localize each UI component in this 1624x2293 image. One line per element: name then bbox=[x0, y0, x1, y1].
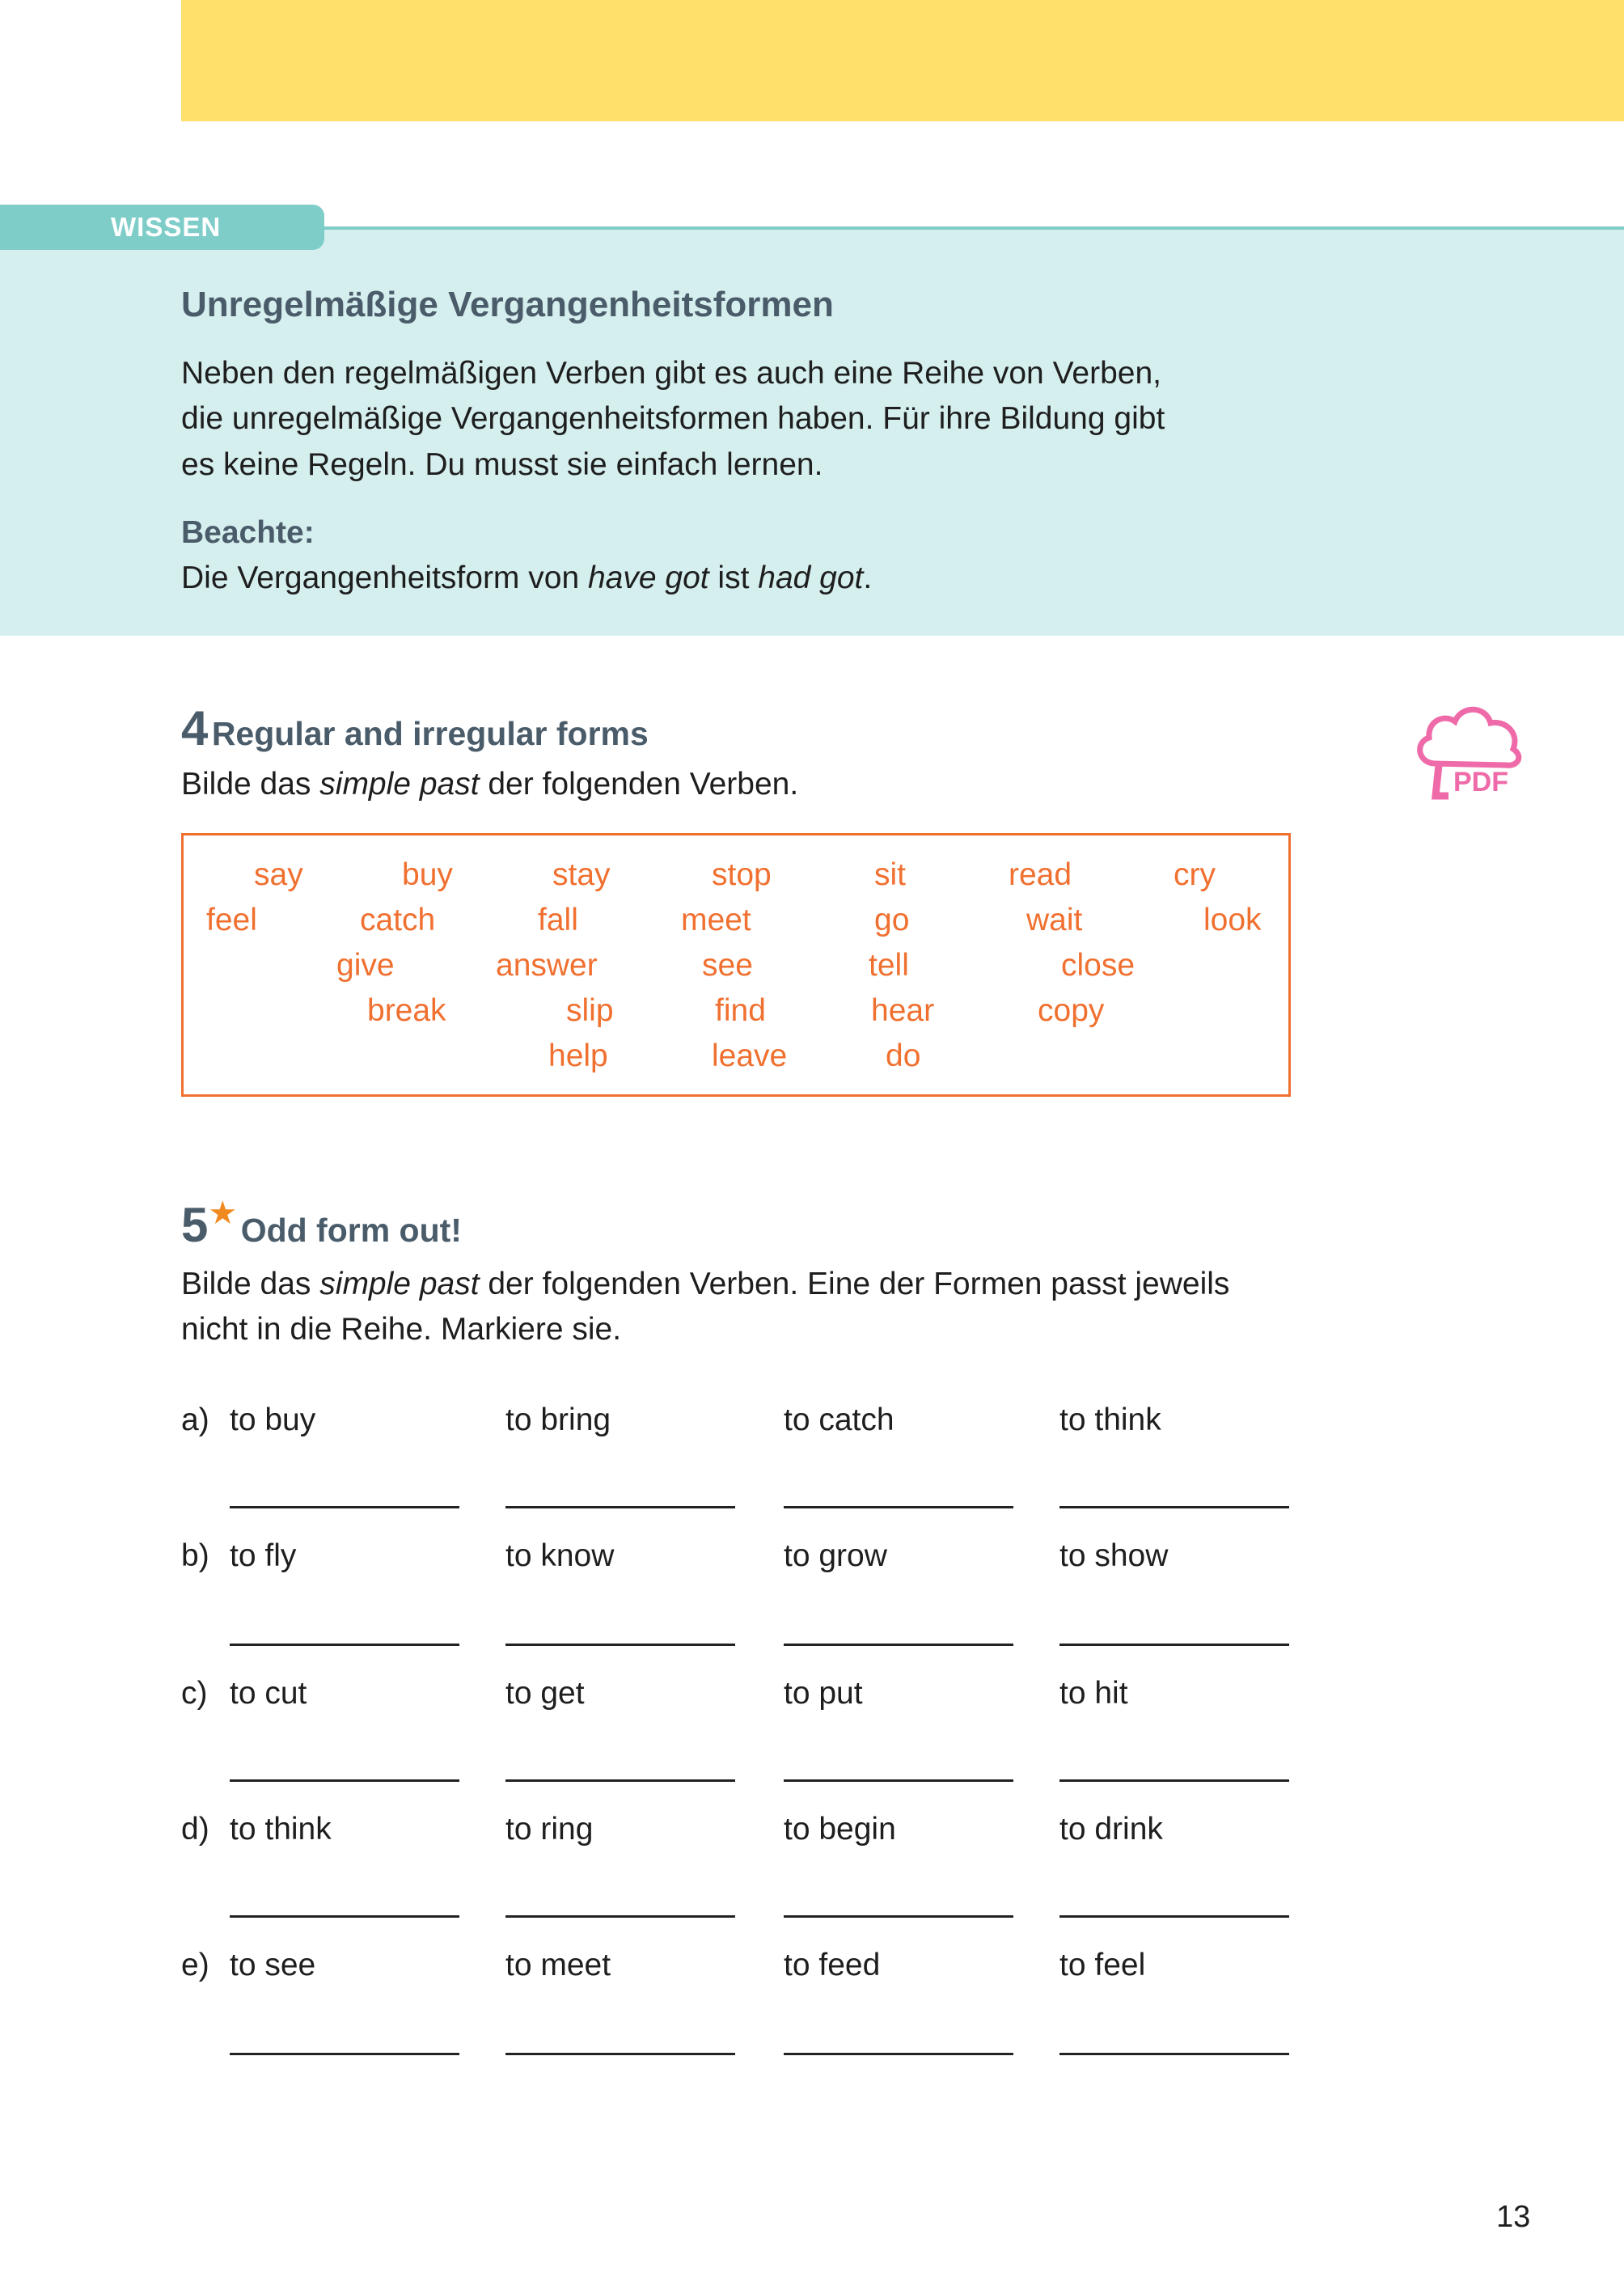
row-label: e) bbox=[181, 1948, 209, 1982]
pdf-cloud-icon[interactable]: PDF bbox=[1411, 700, 1529, 802]
answer-line[interactable] bbox=[505, 1506, 735, 1508]
answer-line[interactable] bbox=[1059, 2053, 1289, 2055]
exercise-5-instruction-line2: nicht in die Reihe. Markiere sie. bbox=[181, 1312, 622, 1347]
verb-word: stay bbox=[552, 857, 611, 892]
verb-item: to bring bbox=[505, 1402, 611, 1437]
answer-line[interactable] bbox=[784, 1915, 1013, 1918]
answer-line[interactable] bbox=[1059, 1779, 1289, 1782]
answer-line[interactable] bbox=[1059, 1915, 1289, 1918]
verb-item: to feed bbox=[784, 1948, 881, 1982]
verb-word: catch bbox=[360, 903, 436, 937]
verb-item: to think bbox=[230, 1812, 332, 1847]
verb-word: cry bbox=[1174, 857, 1216, 892]
verb-word: fall bbox=[538, 903, 578, 937]
answer-line[interactable] bbox=[230, 2053, 459, 2055]
verb-word: meet bbox=[681, 903, 751, 937]
verb-word: tell bbox=[869, 948, 909, 983]
note-label: Beachte: bbox=[181, 515, 315, 550]
verb-word: wait bbox=[1026, 903, 1083, 937]
wissen-paragraph-line: Neben den regelmäßigen Verben gibt es au… bbox=[181, 356, 1162, 391]
answer-line[interactable] bbox=[784, 1779, 1013, 1782]
answer-line[interactable] bbox=[784, 1506, 1013, 1508]
verb-item: to see bbox=[230, 1948, 316, 1982]
verb-item: to grow bbox=[784, 1538, 887, 1573]
answer-line[interactable] bbox=[505, 2053, 735, 2055]
verb-word: slip bbox=[566, 993, 614, 1028]
wissen-paragraph-line: die unregelmäßige Vergangenheitsformen h… bbox=[181, 401, 1165, 436]
header-color-bar bbox=[181, 0, 1624, 121]
verb-item: to cut bbox=[230, 1676, 307, 1711]
answer-line[interactable] bbox=[505, 1779, 735, 1782]
verb-item: to show bbox=[1059, 1538, 1169, 1573]
answer-line[interactable] bbox=[505, 1644, 735, 1646]
pdf-label: PDF bbox=[1453, 767, 1508, 797]
verb-word: look bbox=[1203, 903, 1262, 937]
verb-item: to fly bbox=[230, 1538, 297, 1573]
verb-word: give bbox=[336, 948, 395, 983]
verb-word: help bbox=[548, 1039, 608, 1073]
exercise-5-instruction: Bilde das simple past der folgenden Verb… bbox=[181, 1267, 1230, 1301]
verb-box bbox=[181, 833, 1291, 1097]
page-number: 13 bbox=[1496, 2200, 1531, 2234]
verb-word: leave bbox=[712, 1039, 788, 1073]
answer-line[interactable] bbox=[1059, 1644, 1289, 1646]
verb-word: copy bbox=[1038, 993, 1105, 1028]
wissen-paragraph-line: es keine Regeln. Du musst sie einfach le… bbox=[181, 447, 823, 482]
answer-line[interactable] bbox=[1059, 1506, 1289, 1508]
verb-word: buy bbox=[402, 857, 453, 892]
answer-line[interactable] bbox=[230, 1644, 459, 1646]
verb-word: close bbox=[1061, 948, 1136, 983]
answer-line[interactable] bbox=[230, 1506, 459, 1508]
verb-word: see bbox=[702, 948, 753, 983]
verb-word: say bbox=[254, 857, 303, 892]
row-label: c) bbox=[181, 1676, 208, 1711]
exercise-5-heading: 5★ Odd form out! bbox=[181, 1195, 462, 1252]
verb-word: go bbox=[874, 903, 910, 937]
verb-item: to catch bbox=[784, 1402, 894, 1437]
verb-item: to put bbox=[784, 1676, 863, 1711]
verb-item: to know bbox=[505, 1538, 615, 1573]
exercise-4-heading: 4 Regular and irregular forms bbox=[181, 701, 649, 755]
verb-item: to think bbox=[1059, 1402, 1161, 1437]
answer-line[interactable] bbox=[784, 1644, 1013, 1646]
answer-line[interactable] bbox=[230, 1915, 459, 1918]
note-text: Die Vergangenheitsform von have got ist … bbox=[181, 561, 873, 595]
verb-item: to feel bbox=[1059, 1948, 1146, 1982]
answer-line[interactable] bbox=[784, 2053, 1013, 2055]
verb-word: stop bbox=[712, 857, 772, 892]
verb-word: do bbox=[886, 1039, 921, 1073]
verb-word: answer bbox=[496, 948, 598, 983]
wissen-title: Unregelmäßige Vergangenheitsformen bbox=[181, 285, 834, 324]
verb-word: break bbox=[367, 993, 446, 1028]
row-label: a) bbox=[181, 1402, 209, 1437]
verb-word: hear bbox=[871, 993, 935, 1028]
verb-item: to hit bbox=[1059, 1676, 1128, 1711]
verb-word: read bbox=[1009, 857, 1072, 892]
answer-line[interactable] bbox=[505, 1915, 735, 1918]
verb-item: to begin bbox=[784, 1812, 896, 1847]
wissen-tab: WISSEN bbox=[0, 205, 324, 250]
verb-word: feel bbox=[206, 903, 257, 937]
row-label: b) bbox=[181, 1538, 209, 1573]
exercise-4-instruction: Bilde das simple past der folgenden Verb… bbox=[181, 767, 799, 802]
verb-item: to meet bbox=[505, 1948, 611, 1982]
star-icon: ★ bbox=[208, 1195, 238, 1231]
verb-item: to ring bbox=[505, 1812, 594, 1847]
verb-item: to buy bbox=[230, 1402, 316, 1437]
verb-item: to get bbox=[505, 1676, 585, 1711]
verb-word: find bbox=[715, 993, 766, 1028]
verb-word: sit bbox=[874, 857, 906, 892]
row-label: d) bbox=[181, 1812, 209, 1847]
wissen-box bbox=[0, 226, 1624, 636]
answer-line[interactable] bbox=[230, 1779, 459, 1782]
verb-item: to drink bbox=[1059, 1812, 1163, 1847]
